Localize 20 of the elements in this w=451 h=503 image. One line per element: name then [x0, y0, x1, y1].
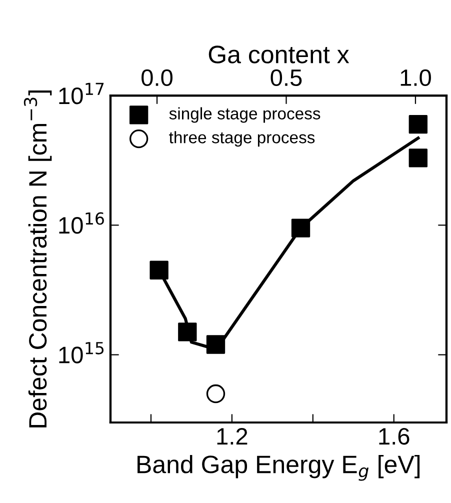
y-tick-label: 10$^{16}$ [59, 212, 104, 234]
x-tick-label: 1.6 [379, 428, 410, 445]
point [408, 148, 428, 168]
y-tick-label: 10$^{17}$ [59, 82, 104, 104]
point [206, 384, 226, 404]
point [150, 260, 168, 280]
legend-label: three stage process [169, 131, 315, 147]
x2-tick-label: 1.0 [400, 69, 431, 86]
x2-tick-label: 0.5 [270, 69, 302, 86]
legend-label: single stage process [169, 107, 320, 123]
point [178, 322, 197, 342]
point [408, 114, 428, 134]
x2-axis-title: Ga content x [208, 46, 350, 64]
point [291, 218, 310, 238]
y-axis-title: Defect Concentration N [cm$^{−3}$] [24, 90, 52, 428]
y-tick-label: 10$^{15}$ [59, 342, 104, 364]
x-axis-title: Band Gap Energy E$_{g}$ [eV] [138, 454, 420, 481]
x-tick-label: 1.2 [217, 428, 248, 444]
point [206, 335, 226, 354]
x2-tick-label: 0.0 [142, 69, 173, 86]
